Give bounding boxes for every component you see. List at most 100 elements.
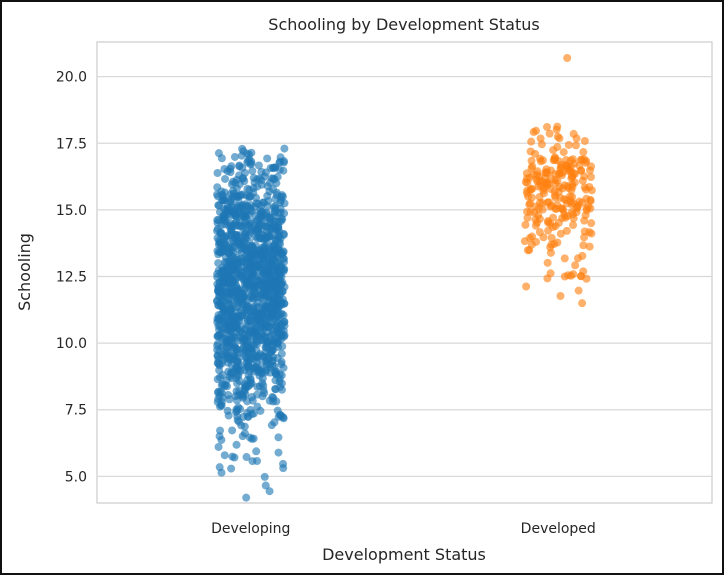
- data-point: [227, 336, 236, 345]
- data-point: [228, 426, 237, 435]
- data-point: [527, 137, 536, 146]
- data-point: [556, 229, 565, 238]
- data-point: [232, 253, 241, 262]
- data-point: [217, 435, 226, 444]
- data-point: [276, 382, 285, 391]
- data-point: [223, 231, 232, 240]
- data-point: [237, 322, 246, 331]
- y-tick-label: 20.0: [56, 70, 87, 86]
- data-point: [267, 304, 276, 313]
- data-point: [575, 161, 584, 170]
- data-point: [253, 402, 262, 411]
- data-point: [559, 148, 568, 157]
- data-point: [259, 381, 268, 390]
- y-tick-label: 5.0: [65, 469, 87, 485]
- data-point: [543, 178, 552, 187]
- y-tick-label: 17.5: [56, 136, 87, 152]
- data-point: [257, 336, 266, 345]
- data-point: [247, 249, 256, 258]
- data-point: [250, 225, 259, 234]
- data-point: [254, 161, 263, 170]
- data-point: [218, 334, 227, 343]
- data-point: [522, 189, 531, 198]
- data-point: [273, 293, 282, 302]
- data-point: [274, 325, 283, 334]
- data-point: [245, 367, 254, 376]
- x-tick-label: Developing: [211, 521, 290, 537]
- data-point: [241, 232, 250, 241]
- y-tick-label: 15.0: [56, 203, 87, 219]
- data-point: [278, 342, 287, 351]
- data-point: [558, 204, 567, 213]
- data-point: [257, 251, 266, 260]
- data-point: [260, 472, 269, 481]
- data-point: [218, 195, 227, 204]
- data-point: [219, 307, 228, 316]
- data-point: [545, 129, 554, 138]
- data-point: [219, 341, 228, 350]
- data-point: [551, 222, 560, 231]
- data-point: [568, 180, 577, 189]
- data-point: [223, 406, 232, 415]
- data-point: [571, 261, 580, 270]
- data-point: [248, 166, 257, 175]
- data-point: [245, 150, 254, 159]
- data-point: [543, 258, 552, 267]
- data-point: [270, 245, 279, 254]
- data-point: [280, 331, 289, 340]
- y-tick-label: 12.5: [56, 269, 87, 285]
- data-point: [238, 144, 247, 153]
- data-point: [537, 140, 546, 149]
- data-point: [237, 151, 246, 160]
- data-point: [274, 217, 283, 226]
- data-point: [230, 453, 239, 462]
- data-point: [274, 448, 283, 457]
- data-point: [227, 374, 236, 383]
- data-point: [227, 180, 236, 189]
- y-tick-labels: 5.0 7.5 10.0 12.5 15.0 17.5 20.0: [56, 70, 87, 486]
- data-point: [550, 187, 559, 196]
- data-point: [585, 228, 594, 237]
- data-point: [251, 211, 260, 220]
- data-point: [233, 412, 242, 421]
- data-point: [248, 457, 257, 466]
- data-point: [221, 271, 230, 280]
- data-point: [268, 185, 277, 194]
- data-point: [214, 442, 223, 451]
- data-point: [587, 186, 596, 195]
- data-point: [561, 213, 570, 222]
- data-point: [265, 178, 274, 187]
- data-point: [227, 162, 236, 171]
- data-point: [235, 222, 244, 231]
- data-point: [261, 279, 270, 288]
- data-point: [261, 481, 270, 490]
- data-point: [229, 354, 238, 363]
- data-point: [274, 232, 283, 241]
- data-point: [276, 410, 285, 419]
- data-point: [216, 237, 225, 246]
- data-point: [245, 433, 254, 442]
- data-point: [242, 453, 251, 462]
- data-point: [523, 178, 532, 187]
- data-point: [574, 286, 583, 295]
- data-point: [569, 129, 578, 138]
- data-point: [277, 360, 286, 369]
- data-point: [253, 263, 262, 272]
- data-point: [272, 397, 281, 406]
- data-point: [236, 311, 245, 320]
- data-point: [230, 152, 239, 161]
- data-point: [547, 233, 556, 242]
- data-point: [272, 191, 281, 200]
- data-point: [556, 292, 565, 301]
- data-point: [243, 408, 252, 417]
- data-point: [246, 343, 255, 352]
- data-point: [257, 176, 266, 185]
- data-point: [562, 226, 571, 235]
- data-point: [535, 198, 544, 207]
- gridlines: [97, 76, 712, 477]
- data-point: [587, 219, 596, 228]
- data-point: [538, 156, 547, 165]
- data-point: [557, 171, 566, 180]
- data-point: [260, 289, 269, 298]
- data-point: [579, 148, 588, 157]
